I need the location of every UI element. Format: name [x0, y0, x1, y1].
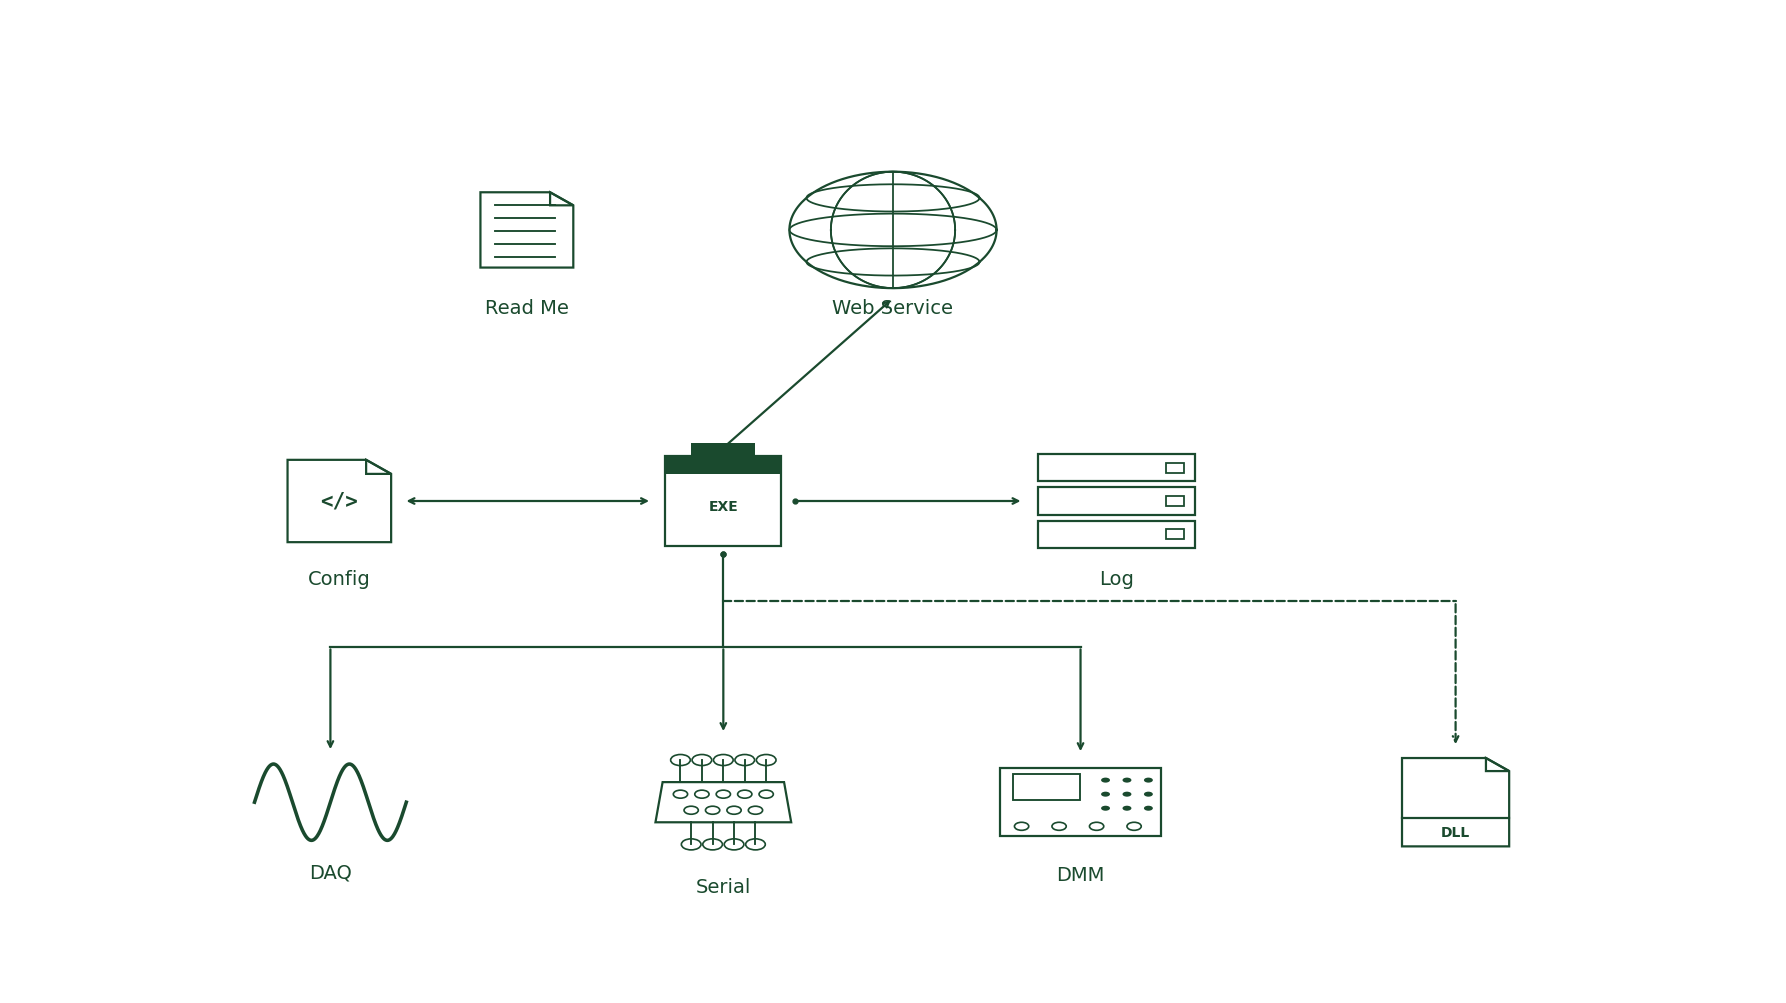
Bar [666, 456, 782, 474]
Text: Serial: Serial [695, 878, 752, 897]
Bar [1166, 496, 1184, 507]
Text: DLL: DLL [1441, 825, 1470, 840]
Bar [1166, 463, 1184, 473]
Text: Config: Config [307, 570, 371, 589]
Text: Web Service: Web Service [832, 299, 954, 318]
Circle shape [1143, 806, 1154, 810]
Circle shape [1123, 806, 1132, 810]
Bar [1166, 530, 1184, 540]
Text: Read Me: Read Me [486, 299, 568, 318]
Text: EXE: EXE [709, 499, 738, 514]
Circle shape [1100, 806, 1109, 810]
Text: DMM: DMM [1056, 866, 1106, 885]
Circle shape [1100, 792, 1109, 796]
Bar [691, 443, 755, 456]
Bar [666, 456, 782, 547]
Bar [1013, 774, 1081, 800]
Circle shape [1100, 778, 1109, 782]
Bar [1038, 522, 1195, 548]
Text: DAQ: DAQ [309, 863, 352, 882]
Circle shape [1123, 792, 1132, 796]
Text: Log: Log [1098, 570, 1134, 589]
Bar [1000, 768, 1161, 837]
Circle shape [1143, 792, 1154, 796]
Text: </>: </> [320, 491, 359, 512]
Circle shape [1123, 778, 1132, 782]
Bar [1038, 455, 1195, 482]
Circle shape [1143, 778, 1154, 782]
Bar [1038, 488, 1195, 516]
